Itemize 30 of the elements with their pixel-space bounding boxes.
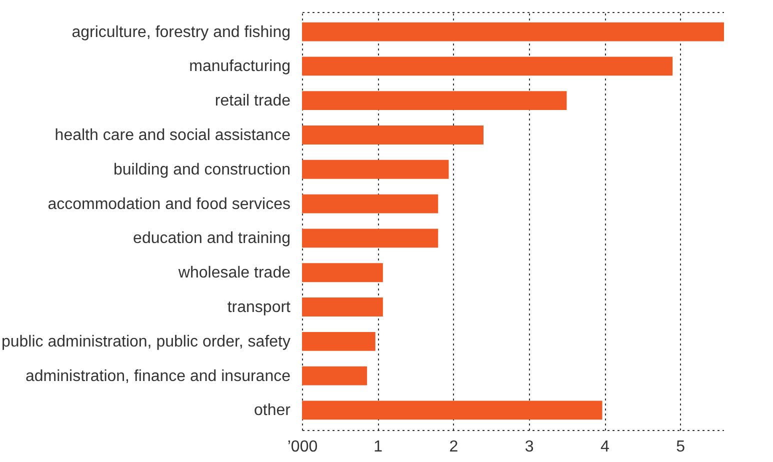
y-tick-label: health care and social assistance [54, 126, 291, 144]
x-tick-label: ’000 [287, 438, 318, 456]
y-tick-label: transport [227, 299, 292, 316]
bar [302, 56, 673, 76]
bar [302, 366, 368, 386]
bar [302, 160, 449, 179]
x-tick-label: 1 [374, 438, 383, 456]
bar [302, 194, 438, 214]
bar [302, 298, 383, 316]
x-tick-label: 3 [524, 438, 534, 456]
x-tick-label: 4 [600, 438, 610, 456]
y-tick-label: accommodation and food services [48, 196, 290, 213]
y-tick-label: education and training [133, 230, 290, 248]
y-tick-label: manufacturing [189, 58, 290, 76]
bar [302, 22, 724, 42]
y-tick-label: public administration, public order, safety [1, 333, 290, 350]
bar [302, 400, 602, 420]
bar [302, 91, 567, 110]
y-tick-label: retail trade [214, 92, 291, 110]
bar [302, 228, 438, 248]
x-tick-label: 5 [676, 438, 686, 456]
y-tick-label: building and construction [113, 161, 290, 178]
y-tick-label: agriculture, forestry and fishing [72, 24, 290, 41]
bar [302, 332, 376, 351]
bar [302, 263, 383, 282]
y-tick-label: other [254, 402, 292, 420]
bar [302, 126, 484, 144]
x-tick-label: 2 [449, 438, 458, 456]
y-tick-label: administration, finance and insurance [25, 368, 291, 385]
y-tick-label: wholesale trade [177, 264, 291, 282]
